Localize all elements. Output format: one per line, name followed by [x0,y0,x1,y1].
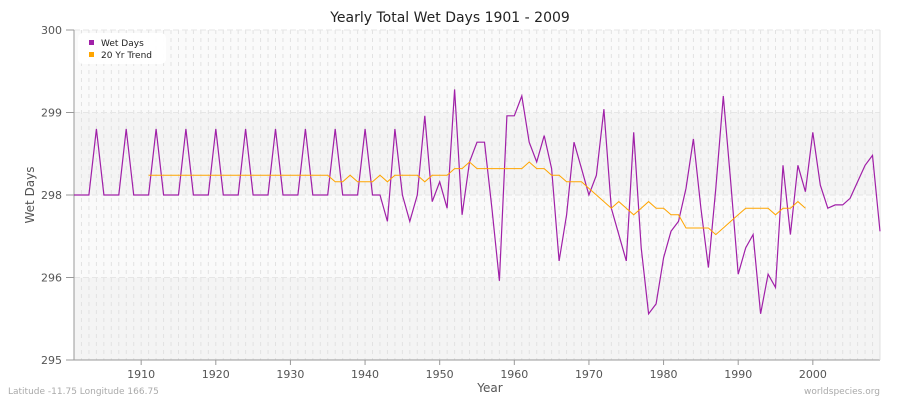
vertical-gridlines [73,30,881,360]
footer-source: worldspecies.org [804,387,880,397]
y-tick-label: 295 [41,354,62,367]
y-axis-label: Wet Days [23,166,37,223]
legend-swatch-trend [89,52,94,57]
x-tick-label: 1980 [650,368,678,381]
x-tick-label: 1910 [127,368,155,381]
legend-label-wet-days: Wet Days [101,39,144,49]
chart-title: Yearly Total Wet Days 1901 - 2009 [329,10,570,26]
footer-location: Latitude -11.75 Longitude 166.75 [8,387,159,397]
y-tick-labels: 295 296 298 299 300 [41,24,62,367]
legend-box [78,33,166,64]
x-tick-label: 1960 [500,368,528,381]
series-lines [74,89,881,316]
x-tick-labels: 1910 1920 1930 1940 1950 1960 1970 1980 1990 2000 [127,368,827,381]
legend: Wet Days 20 Yr Trend [78,33,166,64]
x-tick-label: 1920 [202,368,230,381]
x-tick-label: 2000 [799,368,827,381]
x-axis-label: Year [476,381,502,395]
x-tick-label: 1970 [575,368,603,381]
legend-swatch-wet-days [89,40,94,45]
y-tick-label: 300 [41,24,62,37]
legend-label-trend: 20 Yr Trend [101,51,152,61]
wet-days-line [74,89,881,316]
y-tick-label: 299 [41,107,62,120]
x-tick-label: 1950 [426,368,454,381]
x-tick-label: 1940 [351,368,379,381]
y-tick-label: 296 [41,272,62,285]
x-tick-label: 1990 [724,368,752,381]
y-tick-label: 298 [41,189,62,202]
trend-line [148,161,806,236]
x-tick-label: 1930 [276,368,304,381]
